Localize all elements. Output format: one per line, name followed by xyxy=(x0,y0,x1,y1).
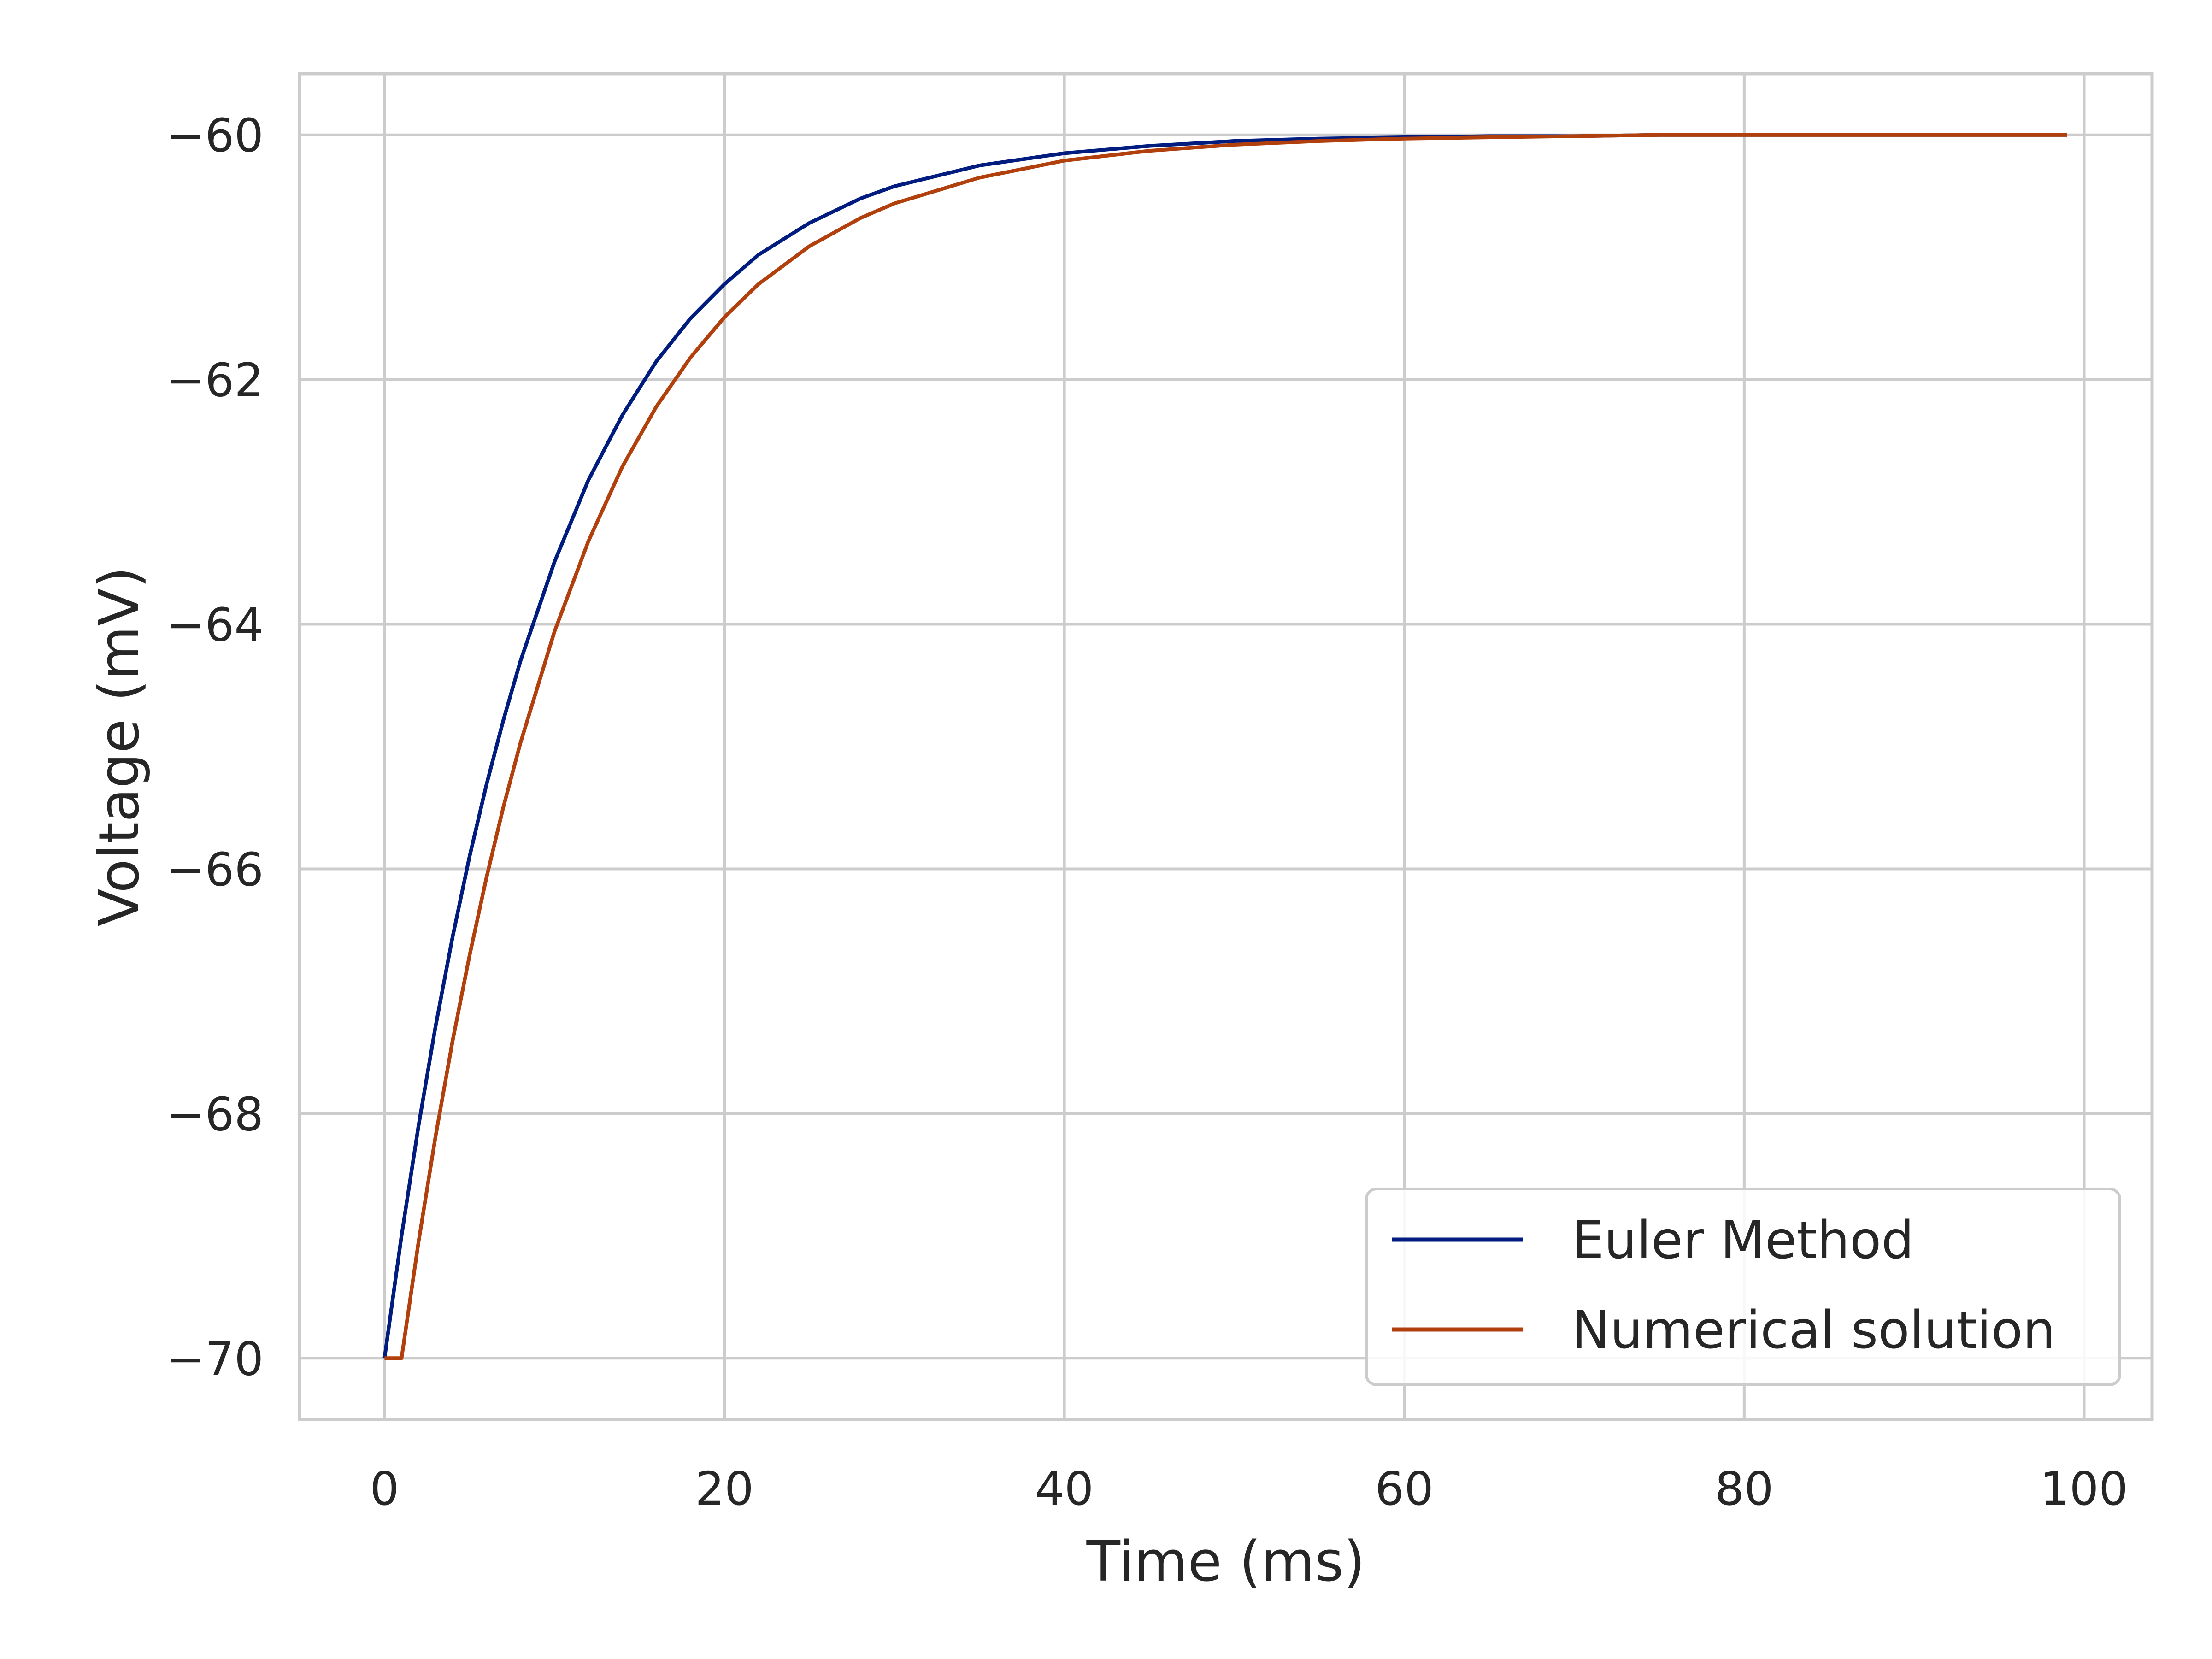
x-tick-label: 100 xyxy=(2040,1462,2128,1516)
y-tick-label: −70 xyxy=(166,1332,264,1386)
legend-box xyxy=(1365,1188,2121,1386)
y-tick-label: −62 xyxy=(166,353,264,407)
x-tick-label: 40 xyxy=(1035,1462,1094,1516)
x-tick-label: 60 xyxy=(1375,1462,1434,1516)
series-layer xyxy=(382,133,2067,1360)
legend-label-numerical-solution: Numerical solution xyxy=(1571,1300,2055,1360)
x-axis-label: Time (ms) xyxy=(1086,1530,1365,1594)
legend: Euler Method Numerical solution xyxy=(1365,1188,2121,1386)
x-axis-ticks: 0 20 40 60 80 100 xyxy=(370,1462,2128,1516)
y-axis-label: Voltage (mV) xyxy=(88,567,152,927)
y-axis-ticks: −70 −68 −66 −64 −62 −60 xyxy=(166,109,264,1386)
x-tick-label: 20 xyxy=(695,1462,753,1516)
series-line-numerical-solution xyxy=(384,133,2067,1360)
x-tick-label: 0 xyxy=(370,1462,400,1516)
y-tick-label: −68 xyxy=(166,1087,264,1141)
plot-frame xyxy=(298,72,2154,1421)
legend-label-euler-method: Euler Method xyxy=(1571,1211,1914,1271)
x-tick-label: 80 xyxy=(1715,1462,1773,1516)
y-tick-label: −66 xyxy=(166,842,264,896)
y-tick-label: −60 xyxy=(166,109,264,163)
y-tick-label: −64 xyxy=(166,598,264,652)
